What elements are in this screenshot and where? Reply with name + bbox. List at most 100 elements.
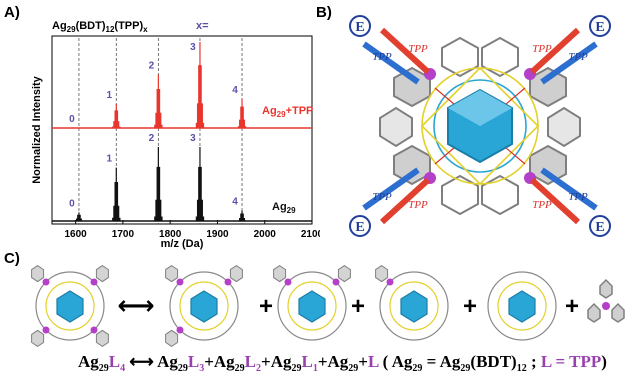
cluster-mini — [31, 264, 109, 348]
e-label: E — [355, 220, 364, 235]
x-tick-label: 1700 — [112, 229, 135, 240]
x-tick-label: 1800 — [159, 229, 182, 240]
peak-label: 4 — [232, 85, 238, 96]
series-name: Ag — [262, 105, 277, 117]
phosphorus-mini — [90, 278, 98, 286]
silver-core-mini — [298, 290, 326, 323]
plus-symbol-1: + — [259, 293, 273, 320]
phenyl-mini — [31, 329, 45, 348]
red-arrow — [529, 27, 581, 75]
blue-arrow — [540, 41, 598, 85]
phosphorus-mini — [176, 326, 184, 334]
series-name-tail: +TPP — [286, 105, 314, 117]
e-badge — [349, 215, 371, 237]
phenyl-mini — [95, 329, 109, 348]
peak-label: 1 — [107, 90, 113, 101]
silver-core-mini — [190, 290, 218, 323]
red-arrow — [379, 27, 431, 75]
bond-ring — [179, 281, 229, 331]
e-badge — [589, 215, 611, 237]
red-arrow — [529, 177, 581, 225]
red-arrow — [379, 177, 431, 225]
plus-symbol-4: + — [565, 293, 579, 320]
ligand-ring — [487, 271, 557, 341]
peak-label: 2 — [149, 61, 155, 72]
e-label: E — [595, 220, 604, 235]
x-axis-label: m/z (Da) — [161, 238, 204, 250]
silver-core-mini — [508, 290, 536, 323]
spectrum-peak — [195, 42, 205, 128]
spectrum-peak — [237, 210, 247, 221]
ligand-shell — [379, 36, 581, 216]
tpp-label-blue: TPP — [372, 191, 392, 203]
phenyl-mini — [337, 264, 351, 283]
e-label: E — [595, 20, 604, 35]
series-name-sub: 29 — [287, 206, 296, 215]
spectrum-peak — [195, 147, 205, 221]
peak-label: 0 — [69, 114, 75, 125]
phenyl-mini — [165, 329, 179, 348]
cluster-mini — [487, 271, 557, 341]
panel-label-a: A) — [4, 4, 20, 21]
phosphorus-mini — [176, 278, 184, 286]
ligand-ring — [277, 271, 347, 341]
y-axis-label: Normalized Intensity — [31, 75, 43, 183]
peak-label: 2 — [149, 133, 155, 144]
cluster-row — [31, 264, 557, 348]
tpp-label-blue: TPP — [568, 51, 588, 63]
e-badge — [349, 15, 371, 37]
spectrum-peak — [112, 167, 121, 221]
phenyl-mini — [273, 264, 287, 283]
silver-core-mini — [56, 290, 84, 323]
cluster-mini — [165, 264, 243, 348]
ligand-ring — [169, 271, 239, 341]
phosphorus-mini — [90, 326, 98, 334]
ligand-ring — [379, 271, 449, 341]
equilibrium-row: ⟷ + + + + — [31, 264, 625, 348]
mass-spectrum-chart: Ag29(BDT)12(TPP)x x= 1600 1700 1800 1900 200… — [31, 20, 320, 250]
series-label: Ag29 — [272, 201, 296, 215]
blue-arrow — [540, 167, 598, 211]
phosphorus-mini — [224, 278, 232, 286]
bond-ring — [497, 281, 547, 331]
phosphorus-mini — [42, 326, 50, 334]
blue-arrow — [362, 167, 420, 211]
tpp-label-red: TPP — [532, 199, 552, 211]
spectrum-peak — [154, 147, 163, 221]
x-tick-label: 1600 — [65, 229, 88, 240]
e-label: E — [355, 20, 364, 35]
panel-label-c: C) — [4, 250, 20, 267]
phenyl-mini — [375, 264, 389, 283]
series-name: Ag — [272, 201, 287, 213]
phosphorus-mini — [332, 278, 340, 286]
tpp-label-red: TPP — [532, 43, 552, 55]
spectrum-peak — [237, 98, 247, 128]
tpp-arrows: E TPP TPP E TPP TPP E TPP TPP E TPP TPP — [349, 15, 611, 237]
phosphorus-mini — [284, 278, 292, 286]
guide-lines — [78, 38, 243, 224]
peak-label: 4 — [232, 197, 238, 208]
phenyl-mini — [31, 264, 45, 283]
tpp-label-blue: TPP — [372, 51, 392, 63]
chart-x-eq: x= — [196, 20, 209, 32]
spectrum-peak — [74, 212, 84, 221]
x-tick-label: 2000 — [254, 229, 277, 240]
bond-ring — [389, 281, 439, 331]
blue-arrow — [362, 41, 420, 85]
peak-label: 3 — [190, 42, 196, 53]
plot-frame — [51, 35, 313, 225]
silver-core-face — [448, 90, 512, 126]
bond-network — [420, 66, 540, 186]
cluster-mini — [273, 264, 351, 341]
series-name-sub: 29 — [277, 110, 286, 119]
phenyl-mini — [95, 264, 109, 283]
plus-symbol-2: + — [351, 293, 365, 320]
tpp-label-red: TPP — [408, 199, 428, 211]
e-badge — [589, 15, 611, 37]
bond-ring — [45, 281, 95, 331]
series-label: Ag29+TPP — [262, 105, 313, 119]
ligand-ring — [35, 271, 105, 341]
